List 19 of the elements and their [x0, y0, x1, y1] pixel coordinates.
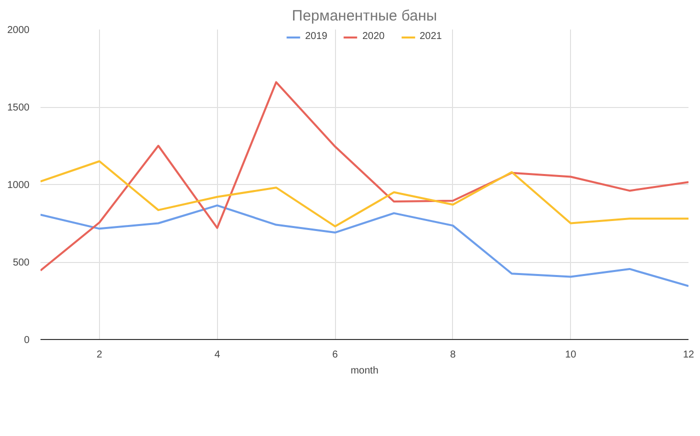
legend-label: 2020	[362, 31, 385, 42]
y-tick-label: 0	[24, 335, 30, 346]
chart-title: Перманентные баны	[292, 8, 438, 24]
x-tick-label: 2	[96, 350, 103, 360]
line-series	[40, 160, 688, 228]
y-tick-label: 1000	[7, 180, 30, 191]
x-tick-label: 10	[565, 350, 577, 360]
legend-label: 2019	[305, 31, 328, 42]
y-tick-label: 2000	[7, 25, 30, 36]
x-tick-label: 8	[450, 350, 456, 360]
x-tick-label: 4	[214, 350, 220, 360]
y-tick-label: 500	[12, 258, 30, 268]
legend-label: 2021	[420, 31, 442, 42]
line-series	[40, 204, 688, 288]
y-tick-label: 1500	[7, 102, 30, 114]
x-tick-label: 12	[682, 350, 694, 360]
x-tick-label: 6	[332, 350, 338, 360]
x-axis-title: month	[350, 366, 378, 376]
line-series	[40, 81, 688, 272]
